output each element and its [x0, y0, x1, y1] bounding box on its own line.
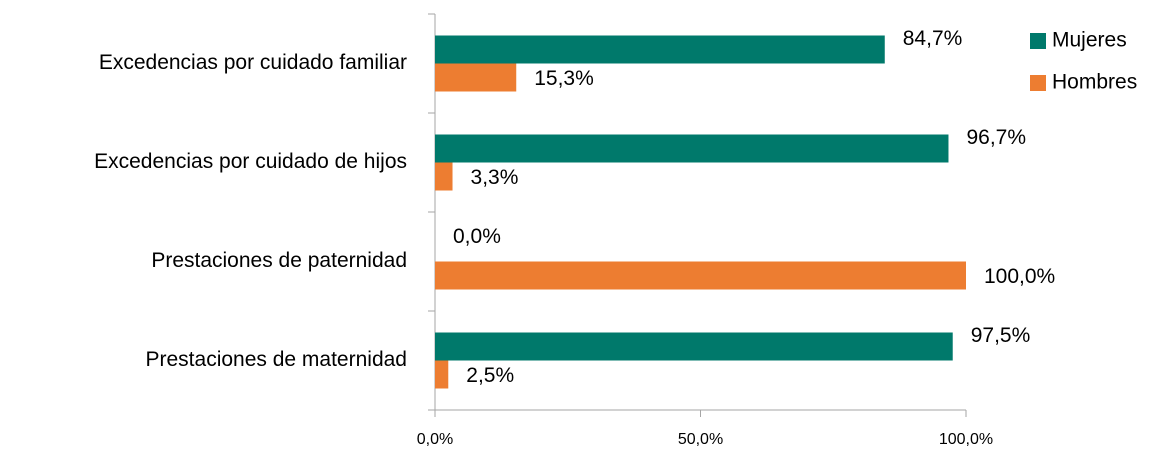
bar [435, 63, 517, 92]
x-tick-label: 0,0% [417, 431, 453, 448]
legend-swatch [1030, 75, 1046, 91]
bar [435, 332, 953, 361]
legend-label: Hombres [1052, 71, 1137, 94]
data-label: 2,5% [466, 364, 514, 387]
bar [435, 360, 449, 389]
y-tick-label: Prestaciones de maternidad [146, 348, 408, 371]
data-label: 15,3% [534, 67, 594, 90]
legend-swatch [1030, 33, 1046, 49]
y-tick-label: Excedencias por cuidado familiar [99, 51, 407, 74]
bar [435, 162, 453, 191]
x-tick-label: 100,0% [939, 431, 993, 448]
bar [435, 261, 966, 290]
data-label: 100,0% [984, 265, 1055, 288]
bar [435, 35, 885, 64]
data-label: 97,5% [971, 324, 1031, 347]
bar [435, 134, 949, 163]
data-label: 84,7% [903, 27, 963, 50]
data-label: 96,7% [966, 126, 1026, 149]
y-tick-label: Prestaciones de paternidad [151, 249, 407, 272]
x-tick-label: 50,0% [678, 431, 723, 448]
data-label: 0,0% [453, 225, 501, 248]
data-label: 3,3% [471, 166, 519, 189]
legend-label: Mujeres [1052, 29, 1127, 52]
y-tick-label: Excedencias por cuidado de hijos [94, 150, 407, 173]
